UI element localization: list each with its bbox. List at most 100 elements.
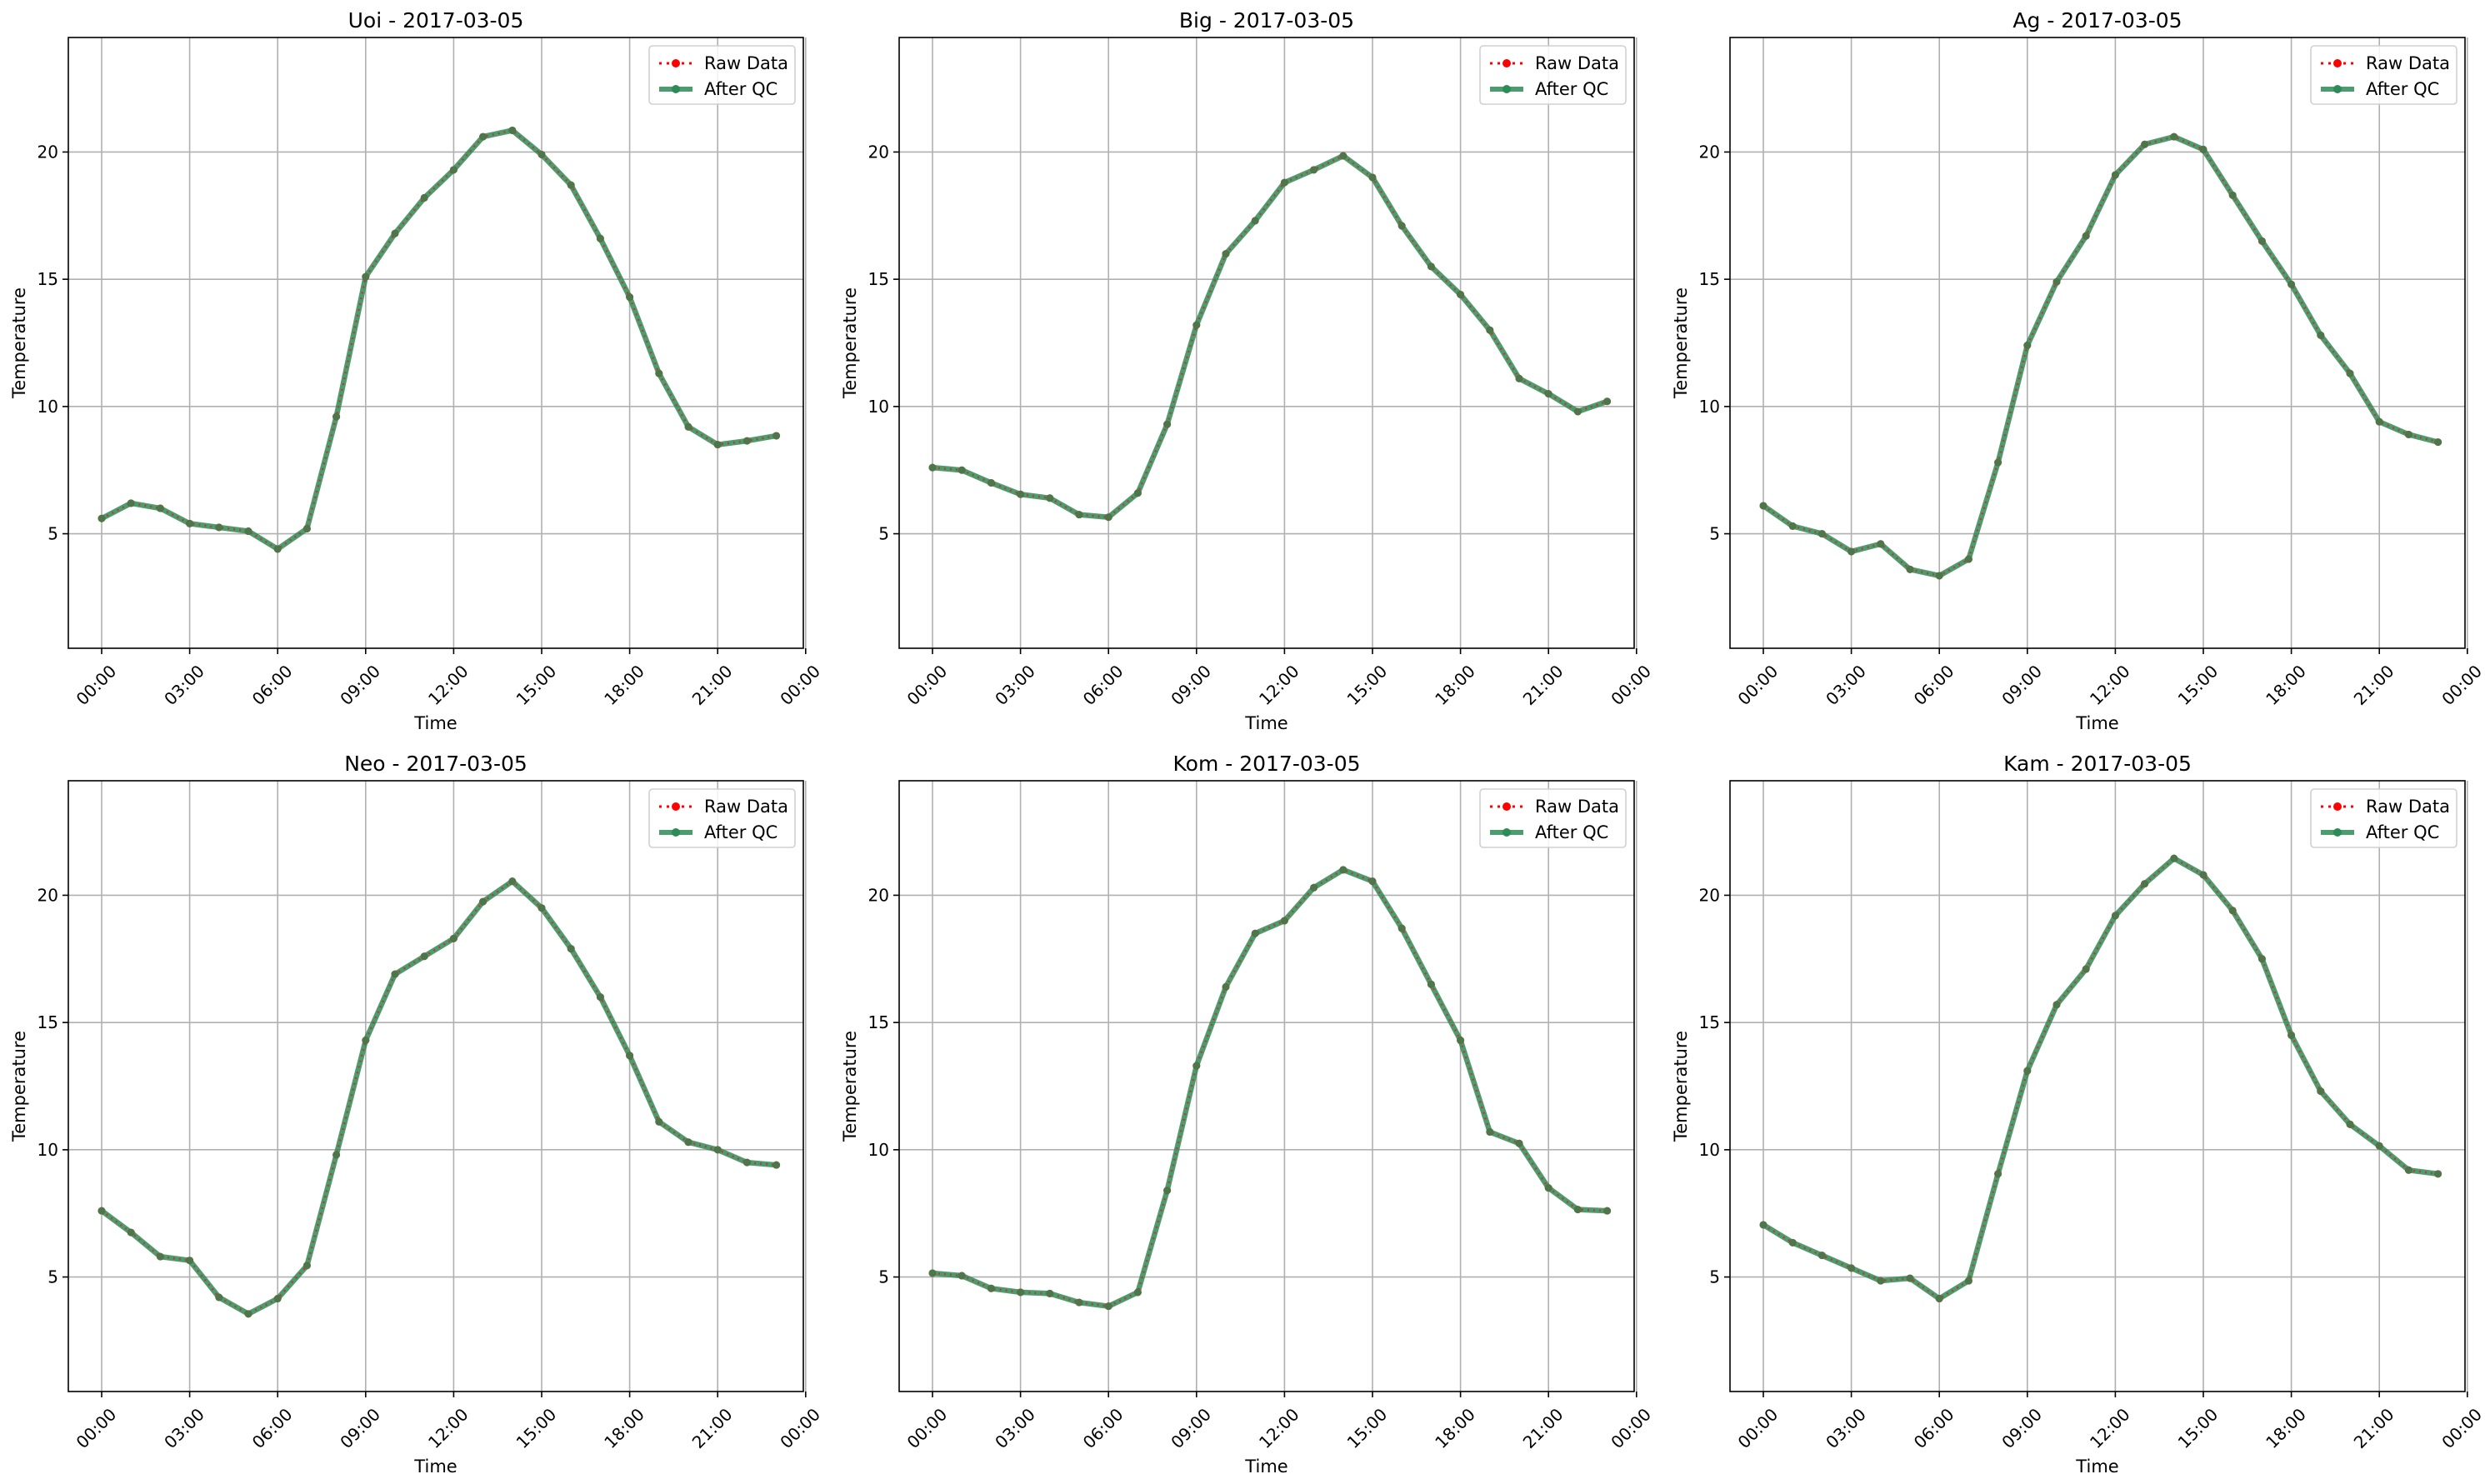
series-line-after-qc	[100, 878, 777, 1317]
data-point-after-qc	[1368, 173, 1377, 182]
data-point-after-qc	[244, 1310, 252, 1318]
data-point-after-qc	[2023, 1067, 2032, 1075]
data-point-after-qc	[302, 524, 311, 532]
data-point-after-qc	[596, 993, 604, 1002]
data-point-after-qc	[508, 877, 517, 886]
x-tick-label: 09:00	[1167, 1404, 1215, 1452]
chart-title: Kom - 2017-03-05	[1173, 752, 1361, 776]
x-tick-label: 03:00	[1822, 661, 1870, 709]
data-point-after-qc	[928, 1269, 937, 1277]
chart-panel: 5 10 15 20 00:00 03:00 06:00 09:00 12:00 15:00 18:…	[1671, 8, 2485, 733]
series-line-raw-data	[1762, 135, 2438, 577]
y-tick-label: 5	[1709, 524, 1720, 544]
data-point-after-qc	[1280, 178, 1288, 187]
legend-marker-after-qc	[672, 85, 680, 93]
x-tick-label: 15:00	[1343, 661, 1392, 709]
x-tick-label: 09:00	[336, 661, 384, 709]
data-point-after-qc	[2170, 854, 2178, 862]
data-point-after-qc	[1251, 217, 1259, 225]
legend-marker-after-qc	[2333, 828, 2342, 837]
data-point-after-qc	[273, 1295, 282, 1303]
chart-panel: 5 10 15 20 00:00 03:00 06:00 09:00 12:00 15:00 18:…	[9, 752, 824, 1477]
y-tick-label: 15	[38, 1012, 58, 1032]
data-point-after-qc	[332, 412, 341, 421]
data-point-after-qc	[567, 181, 575, 189]
data-point-after-qc	[215, 523, 223, 532]
x-tick-label: 12:00	[2086, 661, 2134, 709]
plot-frame	[898, 780, 1635, 1392]
x-tick-label: 18:00	[1431, 661, 1479, 709]
legend-marker-raw-data	[672, 802, 680, 811]
data-point-after-qc	[2141, 140, 2149, 148]
data-point-after-qc	[244, 527, 252, 536]
x-axis-label: Time	[2075, 713, 2118, 733]
x-tick-label: 18:00	[1431, 1404, 1479, 1452]
x-tick-label: 12:00	[424, 1404, 472, 1452]
data-point-after-qc	[1251, 929, 1259, 937]
data-point-after-qc	[215, 1293, 223, 1302]
y-axis-label: Temperature	[1671, 1031, 1691, 1142]
data-point-after-qc	[1603, 1207, 1612, 1215]
data-point-after-qc	[2228, 907, 2237, 915]
data-point-after-qc	[2023, 342, 2032, 350]
x-axis-label: Time	[413, 713, 457, 733]
series-line-raw-data	[101, 129, 777, 551]
x-axis-label: Time	[413, 1457, 457, 1477]
data-point-after-qc	[2052, 277, 2061, 286]
legend-label-raw-data: Raw Data	[1535, 53, 1619, 73]
x-tick-label: 00:00	[776, 661, 824, 709]
y-tick-label: 15	[868, 269, 889, 289]
x-tick-label: 18:00	[600, 661, 648, 709]
x-axis-label: Time	[1244, 713, 1288, 733]
data-point-after-qc	[1964, 1277, 1972, 1285]
data-point-after-qc	[987, 478, 995, 487]
y-tick-label: 10	[868, 1140, 889, 1160]
data-point-after-qc	[2082, 965, 2090, 973]
x-tick-label: 00:00	[1734, 1404, 1782, 1452]
data-point-after-qc	[1133, 489, 1142, 497]
data-point-after-qc	[508, 126, 517, 134]
data-point-after-qc	[1906, 565, 1914, 573]
data-point-after-qc	[2170, 132, 2178, 141]
x-tick-label: 00:00	[72, 661, 121, 709]
x-axis-label: Time	[1244, 1457, 1288, 1477]
x-tick-label: 18:00	[2262, 1404, 2310, 1452]
data-point-after-qc	[2111, 171, 2119, 179]
data-point-after-qc	[186, 1257, 194, 1265]
data-point-after-qc	[273, 545, 282, 553]
legend-marker-after-qc	[672, 828, 680, 837]
x-tick-label: 12:00	[1255, 661, 1303, 709]
chart-title: Uoi - 2017-03-05	[348, 8, 524, 32]
data-point-after-qc	[1486, 326, 1494, 334]
data-point-after-qc	[1075, 1298, 1083, 1307]
x-tick-label: 21:00	[688, 1404, 737, 1452]
y-tick-label: 5	[878, 524, 889, 544]
x-tick-label: 00:00	[903, 1404, 952, 1452]
x-tick-label: 21:00	[2350, 1404, 2398, 1452]
data-point-after-qc	[449, 166, 458, 174]
y-tick-label: 20	[38, 885, 58, 905]
legend-marker-after-qc	[2333, 85, 2342, 93]
data-point-after-qc	[362, 1037, 370, 1045]
data-point-after-qc	[2317, 331, 2325, 339]
data-point-after-qc	[127, 499, 135, 507]
legend-label-after-qc: After QC	[1535, 822, 1608, 842]
data-point-after-qc	[1486, 1127, 1494, 1136]
data-point-after-qc	[1877, 1277, 1885, 1285]
y-tick-label: 10	[1699, 397, 1720, 417]
data-point-after-qc	[1104, 1302, 1112, 1311]
data-point-after-qc	[626, 293, 634, 302]
data-point-after-qc	[626, 1052, 634, 1060]
data-point-after-qc	[479, 897, 488, 906]
x-tick-label: 00:00	[903, 661, 952, 709]
data-point-after-qc	[2346, 1120, 2354, 1128]
data-point-after-qc	[1759, 502, 1768, 510]
x-tick-label: 00:00	[72, 1404, 121, 1452]
y-tick-label: 5	[1709, 1267, 1720, 1287]
data-point-after-qc	[1573, 1206, 1582, 1214]
data-point-after-qc	[713, 1146, 722, 1154]
data-point-after-qc	[1017, 490, 1025, 498]
data-point-after-qc	[449, 934, 458, 942]
y-tick-label: 5	[48, 524, 58, 544]
data-point-after-qc	[362, 272, 370, 281]
